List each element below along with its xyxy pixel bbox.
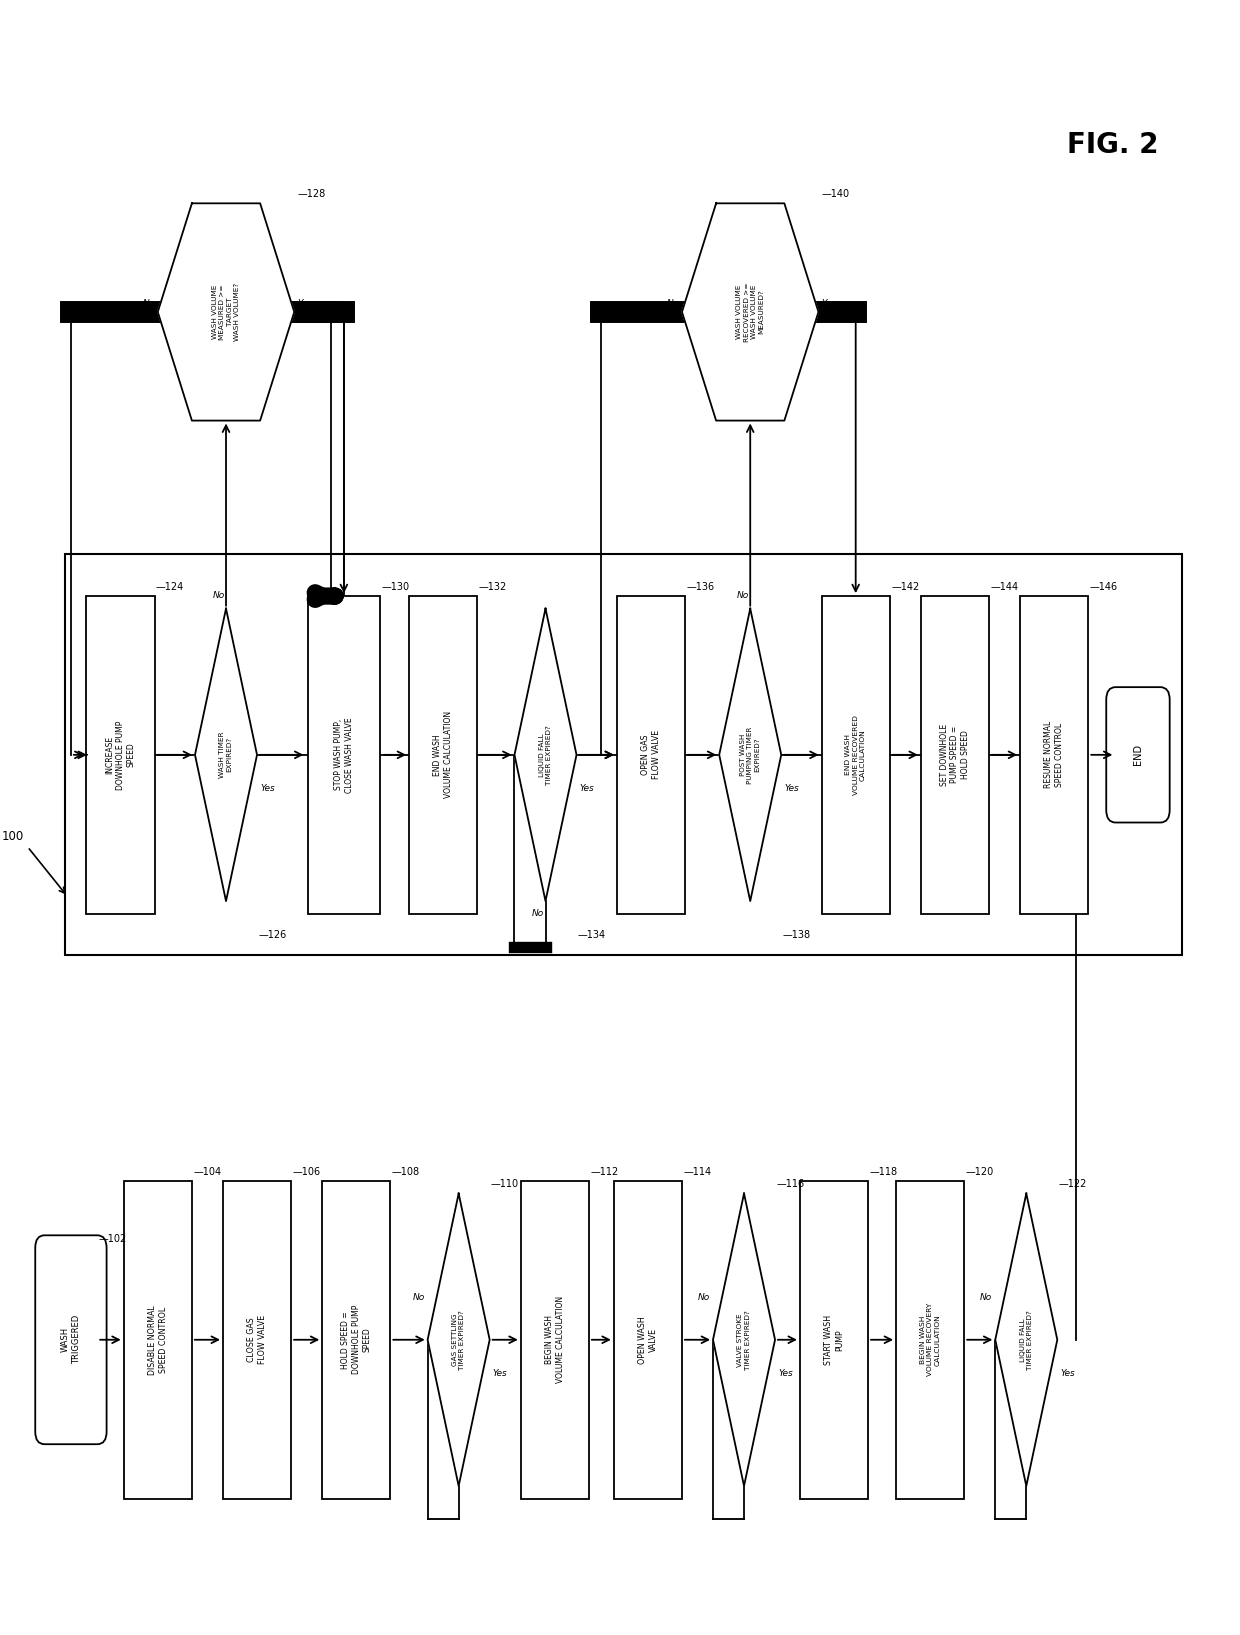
Text: —130: —130 xyxy=(382,582,409,592)
Text: —102: —102 xyxy=(98,1234,126,1244)
Text: LIQUID FALL
TIMER EXPIRED?: LIQUID FALL TIMER EXPIRED? xyxy=(539,724,552,785)
Text: —120: —120 xyxy=(966,1167,993,1177)
Text: 100: 100 xyxy=(2,829,25,842)
Text: BEGIN WASH
VOLUME CALCULATION: BEGIN WASH VOLUME CALCULATION xyxy=(544,1297,564,1383)
Text: VALVE STROKE
TIMER EXPIRED?: VALVE STROKE TIMER EXPIRED? xyxy=(738,1310,750,1370)
Text: No: No xyxy=(737,592,749,600)
Polygon shape xyxy=(713,1194,775,1486)
Text: —142: —142 xyxy=(892,582,919,592)
Text: START WASH
PUMP: START WASH PUMP xyxy=(825,1315,844,1365)
Text: Yes: Yes xyxy=(260,785,275,793)
Bar xyxy=(124,1180,192,1499)
Bar xyxy=(322,1180,391,1499)
Text: Yes: Yes xyxy=(579,785,594,793)
Text: No: No xyxy=(980,1293,992,1303)
FancyBboxPatch shape xyxy=(35,1236,107,1444)
Polygon shape xyxy=(719,608,781,901)
Text: —144: —144 xyxy=(991,582,1018,592)
Polygon shape xyxy=(682,203,818,420)
Polygon shape xyxy=(996,1194,1058,1486)
Text: —118: —118 xyxy=(869,1167,898,1177)
Text: —132: —132 xyxy=(479,582,507,592)
Bar xyxy=(921,597,990,914)
Text: GAS SETTLING
TIMER EXPIRED?: GAS SETTLING TIMER EXPIRED? xyxy=(453,1310,465,1370)
Text: DISABLE NORMAL
SPEED CONTROL: DISABLE NORMAL SPEED CONTROL xyxy=(148,1305,167,1375)
Text: Yes: Yes xyxy=(298,299,312,307)
FancyBboxPatch shape xyxy=(1106,687,1169,822)
Text: —116: —116 xyxy=(776,1179,805,1189)
Text: Yes: Yes xyxy=(822,299,836,307)
Bar xyxy=(308,597,379,914)
Text: —108: —108 xyxy=(392,1167,420,1177)
Text: No: No xyxy=(143,299,155,307)
Text: —136: —136 xyxy=(686,582,714,592)
Text: —138: —138 xyxy=(782,930,811,940)
Text: —134: —134 xyxy=(578,930,606,940)
Text: —128: —128 xyxy=(298,190,326,199)
Text: Yes: Yes xyxy=(785,785,799,793)
Text: —122: —122 xyxy=(1059,1179,1087,1189)
Bar xyxy=(616,597,684,914)
Text: FIG. 2: FIG. 2 xyxy=(1068,131,1159,159)
Polygon shape xyxy=(157,203,294,420)
Text: —106: —106 xyxy=(293,1167,320,1177)
Polygon shape xyxy=(428,1194,490,1486)
Text: WASH TIMER
EXPIRED?: WASH TIMER EXPIRED? xyxy=(219,731,233,778)
Text: Yes: Yes xyxy=(492,1368,507,1378)
Bar xyxy=(87,597,155,914)
Text: WASH VOLUME
RECOVERED >=
WASH VOLUME
MEASURED?: WASH VOLUME RECOVERED >= WASH VOLUME MEA… xyxy=(737,283,764,342)
Text: —124: —124 xyxy=(156,582,185,592)
Text: No: No xyxy=(698,1293,711,1303)
Text: No: No xyxy=(212,592,224,600)
Text: SET DOWNHOLE
PUMP SPEED =
HOLD SPEED: SET DOWNHOLE PUMP SPEED = HOLD SPEED xyxy=(940,724,970,786)
Text: CLOSE GAS
FLOW VALVE: CLOSE GAS FLOW VALVE xyxy=(247,1315,267,1364)
Text: No: No xyxy=(412,1293,424,1303)
Bar xyxy=(897,1180,965,1499)
Text: —140: —140 xyxy=(822,190,849,199)
Bar xyxy=(223,1180,291,1499)
Bar xyxy=(64,554,1183,955)
Bar xyxy=(409,597,477,914)
Text: OPEN WASH
VALVE: OPEN WASH VALVE xyxy=(639,1316,657,1364)
Polygon shape xyxy=(195,608,257,901)
Text: RESUME NORMAL
SPEED CONTROL: RESUME NORMAL SPEED CONTROL xyxy=(1044,721,1064,788)
Text: POST WASH
PUMPING TIMER
EXPIRED?: POST WASH PUMPING TIMER EXPIRED? xyxy=(740,726,760,783)
Text: INCREASE
DOWNHOLE PUMP
SPEED: INCREASE DOWNHOLE PUMP SPEED xyxy=(105,719,136,790)
Text: —104: —104 xyxy=(193,1167,221,1177)
Text: END WASH
VOLUME RECOVERED
CALCULATION: END WASH VOLUME RECOVERED CALCULATION xyxy=(846,714,866,795)
Bar xyxy=(1021,597,1089,914)
Text: —146: —146 xyxy=(1090,582,1117,592)
Bar xyxy=(614,1180,682,1499)
Text: No: No xyxy=(667,299,678,307)
Text: Yes: Yes xyxy=(1060,1368,1075,1378)
Text: —114: —114 xyxy=(683,1167,712,1177)
Bar xyxy=(521,1180,589,1499)
Text: WASH VOLUME
MEASURED >=
TARGET
WASH VOLUME?: WASH VOLUME MEASURED >= TARGET WASH VOLU… xyxy=(212,283,239,342)
Text: BEGIN WASH
VOLUME RECOVERY
CALCULATION: BEGIN WASH VOLUME RECOVERY CALCULATION xyxy=(920,1303,940,1377)
Text: —112: —112 xyxy=(590,1167,619,1177)
Bar xyxy=(800,1180,868,1499)
Text: LIQUID FALL
TIMER EXPIRED?: LIQUID FALL TIMER EXPIRED? xyxy=(1019,1310,1033,1370)
Polygon shape xyxy=(515,608,577,901)
Text: HOLD SPEED =
DOWNHOLE PUMP
SPEED: HOLD SPEED = DOWNHOLE PUMP SPEED xyxy=(341,1305,372,1375)
Text: Yes: Yes xyxy=(779,1368,792,1378)
Text: —126: —126 xyxy=(258,930,286,940)
Text: END WASH
VOLUME CALCULATION: END WASH VOLUME CALCULATION xyxy=(433,711,453,798)
Text: END: END xyxy=(1133,744,1143,765)
Text: STOP WASH PUMP,
CLOSE WASH VALVE: STOP WASH PUMP, CLOSE WASH VALVE xyxy=(334,718,353,793)
Text: —110: —110 xyxy=(491,1179,520,1189)
Text: WASH
TRIGGERED: WASH TRIGGERED xyxy=(61,1315,81,1364)
Bar xyxy=(822,597,890,914)
Text: OPEN GAS
FLOW VALVE: OPEN GAS FLOW VALVE xyxy=(641,731,661,780)
Text: No: No xyxy=(532,909,544,919)
